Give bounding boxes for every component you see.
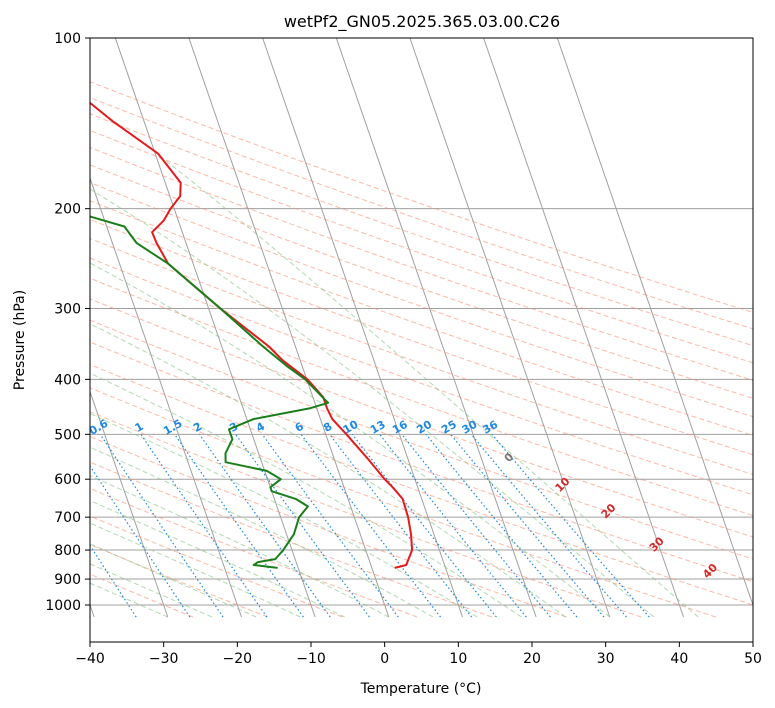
mixing-ratio-label: 0.2 bbox=[6, 417, 29, 438]
mixing-ratio-line bbox=[470, 433, 627, 618]
moist-adiabat-label: 20 bbox=[599, 501, 619, 521]
chart-title: wetPf2_GN05.2025.365.03.00.C26 bbox=[284, 12, 560, 32]
moist-adiabat-line bbox=[90, 543, 257, 618]
temperature-profile-line bbox=[90, 101, 414, 569]
isotherm-line bbox=[335, 38, 537, 618]
isotherm-line bbox=[188, 38, 390, 618]
moist-adiabat-line bbox=[90, 188, 655, 618]
moist-adiabat-line bbox=[90, 102, 699, 618]
mixing-ratio-label: 1 bbox=[133, 420, 146, 435]
mixing-ratio-line bbox=[235, 433, 370, 618]
y-tick-label: 400 bbox=[54, 372, 81, 388]
dry-adiabat-line bbox=[90, 81, 753, 313]
dry-adiabat-line bbox=[90, 257, 753, 496]
isotherm-line bbox=[262, 38, 463, 618]
y-tick-label: 300 bbox=[54, 302, 81, 318]
y-tick-label: 600 bbox=[54, 472, 81, 488]
moist-adiabat-line bbox=[90, 413, 478, 618]
mixing-ratio-line bbox=[300, 433, 442, 618]
moist-adiabat-line bbox=[90, 563, 213, 618]
dewpoint-profile-line bbox=[90, 215, 330, 569]
mixing-ratio-line bbox=[90, 464, 191, 618]
x-tick-label: 0 bbox=[380, 651, 389, 667]
moist-adiabat-label: 40 bbox=[700, 561, 720, 581]
dry-adiabat-line bbox=[90, 515, 343, 618]
isotherm-line bbox=[556, 38, 753, 607]
y-tick-label: 900 bbox=[54, 572, 81, 588]
x-tick-label: 40 bbox=[670, 651, 688, 667]
x-tick-label: 50 bbox=[744, 651, 762, 667]
mixing-ratio-label: 4 bbox=[254, 420, 267, 435]
y-tick-label: 500 bbox=[54, 427, 81, 443]
moist-adiabat-line bbox=[90, 372, 522, 618]
x-tick-label: 20 bbox=[523, 651, 541, 667]
y-tick-label: 100 bbox=[54, 31, 81, 47]
dry-adiabat-line bbox=[90, 435, 567, 618]
x-axis-label: Temperature (°C) bbox=[360, 681, 482, 697]
x-tick-label: −10 bbox=[296, 651, 326, 667]
mixing-ratio-label: 6 bbox=[293, 420, 306, 435]
adiabat-label-layer: 0.10.20.40.611.52346810131620253036-100-… bbox=[6, 417, 720, 581]
x-axis: −40 −30 −20 −10 0 10 20 30 40 50 bbox=[75, 642, 762, 667]
isotherm-line bbox=[90, 176, 242, 618]
series-layer bbox=[90, 101, 414, 569]
isotherm-line bbox=[483, 38, 684, 618]
x-tick-label: −30 bbox=[149, 651, 179, 667]
dry-adiabat-line bbox=[90, 411, 642, 618]
isotherm-line bbox=[90, 390, 169, 618]
x-tick-label: −40 bbox=[75, 651, 105, 667]
moist-adiabat-label: 30 bbox=[647, 534, 667, 554]
mixing-ratio-line bbox=[351, 433, 497, 618]
y-tick-label: 200 bbox=[54, 202, 81, 218]
mixing-ratio-line bbox=[174, 433, 304, 618]
x-tick-label: −20 bbox=[223, 651, 253, 667]
dry-adiabat-line bbox=[90, 298, 753, 538]
mixing-ratio-line bbox=[401, 433, 551, 618]
moist-adiabat-line bbox=[90, 262, 611, 618]
dry-adiabat-line bbox=[90, 543, 268, 618]
x-tick-label: 30 bbox=[597, 651, 615, 667]
dry-adiabat-line bbox=[90, 573, 194, 618]
plot-frame bbox=[89, 37, 754, 643]
mixing-ratio-label: 8 bbox=[321, 420, 334, 435]
dry-adiabat-line bbox=[90, 364, 753, 606]
dry-adiabat-line bbox=[90, 319, 753, 560]
moist-adiabat-line bbox=[90, 323, 566, 618]
moist-adiabat-line bbox=[90, 522, 301, 618]
y-axis: 100 200 300 400 500 600 700 800 900 1000 bbox=[45, 31, 90, 614]
mixing-ratio-line bbox=[261, 433, 399, 618]
mixing-ratio-line bbox=[450, 433, 605, 618]
x-tick-label: 10 bbox=[449, 651, 467, 667]
dry-adiabat-line bbox=[90, 488, 418, 618]
moist-adiabat-line bbox=[90, 500, 345, 618]
grid-layer bbox=[90, 38, 753, 618]
y-tick-label: 700 bbox=[54, 510, 81, 526]
mixing-ratio-line bbox=[329, 433, 473, 618]
moist-adiabat-line bbox=[90, 582, 169, 618]
mixing-ratio-line bbox=[198, 433, 331, 618]
moist-adiabat-line bbox=[90, 446, 434, 618]
y-tick-label: 1000 bbox=[45, 598, 81, 614]
mixing-ratio-line bbox=[379, 433, 527, 618]
moist-adiabat-label: 10 bbox=[553, 475, 573, 495]
isotherm-line bbox=[409, 38, 611, 618]
y-tick-label: 800 bbox=[54, 543, 81, 559]
y-axis-label: Pressure (hPa) bbox=[12, 290, 28, 390]
